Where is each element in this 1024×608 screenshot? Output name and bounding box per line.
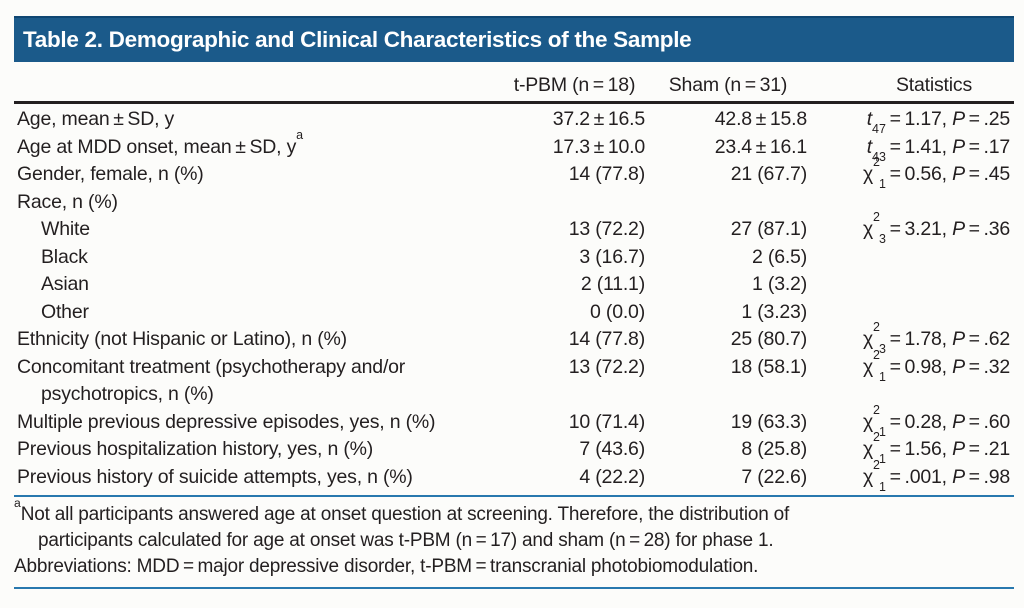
tpbm-value: 14 (77.8) (568, 328, 645, 350)
row-label: White (41, 218, 90, 240)
row-label: Age, mean ± SD, y (17, 108, 175, 130)
divider-above-footnotes (14, 495, 1014, 497)
tpbm-value: 10 (71.4) (568, 410, 645, 433)
footnotes: aNot all participants answered age at on… (14, 497, 1014, 580)
table-row: Gender, female, n (%) 14 (77.8) 21 (67.7… (14, 155, 1014, 192)
row-label: Black (41, 245, 88, 268)
stat-symbol: χ (862, 328, 873, 350)
tpbm-value: 7 (43.6) (579, 438, 645, 460)
table-title: Table 2. Demographic and Clinical Charac… (23, 27, 692, 52)
table-title-bar: Table 2. Demographic and Clinical Charac… (14, 16, 1014, 62)
footnote-abbreviations: Abbreviations: MDD = major depressive di… (14, 556, 759, 577)
row-label: Previous hospitalization history, yes, n… (17, 438, 374, 460)
tpbm-value: 13 (72.2) (568, 355, 645, 378)
statistic-value: t43 = 1.41, P = .17 (866, 135, 1010, 164)
demographics-table: t-PBM (n = 18) Sham (n = 31) Statistics … (14, 62, 1014, 494)
statistic-value (809, 244, 1014, 272)
sham-value: 25 (80.7) (730, 328, 807, 350)
footnote-a-line2: participants calculated for age at onset… (38, 530, 774, 551)
tpbm-value: 4 (22.2) (579, 465, 645, 488)
tpbm-value: 17.3 ± 10.0 (552, 135, 645, 158)
row-label: Previous history of suicide attempts, ye… (17, 465, 413, 488)
statistic-value (809, 271, 1014, 299)
table-row: Concomitant treatment (psychotherapy and… (14, 347, 1014, 409)
stat-symbol: χ (862, 438, 873, 460)
table-header: t-PBM (n = 18) Sham (n = 31) Statistics (14, 62, 1014, 104)
footnote-a-text: Not all participants answered age at ons… (20, 504, 790, 525)
tpbm-value: 2 (11.1) (580, 273, 645, 295)
sham-value: 23.4 ± 16.1 (714, 135, 807, 158)
statistic-value: χ21 = 0.28, P = .60 (862, 402, 1010, 439)
sham-value: 18 (58.1) (730, 355, 807, 378)
statistic-value: t47 = 1.17, P = .25 (866, 108, 1010, 137)
stat-symbol: χ (862, 218, 873, 240)
statistic-value: χ21 = .001, P = .98 (862, 457, 1010, 494)
statistic-value: χ21 = 0.56, P = .45 (862, 155, 1010, 192)
sham-value: 27 (87.1) (730, 218, 807, 240)
table-row: Black 3 (16.7) 2 (6.5) (14, 244, 1014, 272)
sham-value: 8 (25.8) (741, 438, 807, 460)
divider-bottom (14, 587, 1014, 589)
tpbm-value: 3 (16.7) (579, 245, 645, 268)
row-label: Ethnicity (not Hispanic or Latino), n (%… (17, 328, 347, 350)
sham-value: 1 (3.23) (741, 300, 807, 323)
footnote-a-marker: a (14, 495, 21, 510)
statistic-value: χ23 = 1.78, P = .62 (862, 320, 1010, 357)
row-label: Other (41, 300, 89, 323)
sham-value: 2 (6.5) (752, 245, 807, 268)
row-label: Multiple previous depressive episodes, y… (17, 410, 436, 433)
paper-table-figure: Table 2. Demographic and Clinical Charac… (14, 16, 1014, 589)
stat-symbol: χ (862, 465, 873, 488)
tpbm-value: 0 (0.0) (590, 300, 645, 323)
statistic-value (809, 189, 1014, 217)
header-row: t-PBM (n = 18) Sham (n = 31) Statistics (14, 62, 1014, 104)
statistic-value: χ21 = 1.56, P = .21 (862, 430, 1010, 467)
tpbm-value: 14 (77.8) (568, 163, 645, 185)
row-label: Race, n (%) (17, 190, 118, 213)
tpbm-value (502, 189, 647, 217)
row-label: Asian (41, 273, 89, 295)
table-row: Race, n (%) (14, 189, 1014, 217)
statistic-value: χ21 = 0.98, P = .32 (862, 347, 1010, 384)
sham-value: 42.8 ± 15.8 (714, 108, 807, 130)
stat-symbol: χ (862, 410, 873, 433)
sham-value: 1 (3.2) (752, 273, 807, 295)
sham-value: 21 (67.7) (730, 163, 807, 185)
statistic-value: χ23 = 3.21, P = .36 (862, 210, 1010, 247)
sham-value: 7 (22.6) (741, 465, 807, 488)
table-body: Age, mean ± SD, y 37.2 ± 16.5 42.8 ± 15.… (14, 103, 1014, 494)
table-row: Multiple previous depressive episodes, y… (14, 402, 1014, 439)
table-row: Ethnicity (not Hispanic or Latino), n (%… (14, 320, 1014, 357)
table-row: Age, mean ± SD, y 37.2 ± 16.5 42.8 ± 15.… (14, 103, 1014, 137)
tpbm-value: 13 (72.2) (568, 218, 645, 240)
table-row: Age at MDD onset, mean ± SD, ya 17.3 ± 1… (14, 127, 1014, 164)
table-row: Previous hospitalization history, yes, n… (14, 430, 1014, 467)
table-row: Previous history of suicide attempts, ye… (14, 457, 1014, 494)
column-header-sham: Sham (n = 31) (647, 62, 809, 104)
statistic-value (809, 299, 1014, 327)
tpbm-value: 37.2 ± 16.5 (552, 108, 645, 130)
stat-symbol: χ (862, 163, 873, 185)
table-row: Asian 2 (11.1) 1 (3.2) (14, 271, 1014, 299)
column-header-blank (14, 62, 502, 104)
table-row: Other 0 (0.0) 1 (3.23) (14, 299, 1014, 327)
row-label: Gender, female, n (%) (17, 163, 204, 185)
table-row: White 13 (72.2) 27 (87.1) χ23 = 3.21, P … (14, 210, 1014, 247)
column-header-statistics: Statistics (809, 62, 1014, 104)
stat-symbol: t (866, 135, 873, 158)
stat-symbol: χ (862, 355, 873, 378)
row-label: Concomitant treatment (psychotherapy and… (17, 355, 406, 406)
column-header-tpbm: t-PBM (n = 18) (502, 62, 647, 104)
row-label: Age at MDD onset, mean ± SD, ya (17, 127, 304, 158)
sham-value: 19 (63.3) (730, 410, 807, 433)
sham-value (647, 189, 809, 217)
stat-symbol: t (866, 108, 873, 130)
footnote-a-line1: aNot all participants answered age at on… (14, 497, 1014, 528)
